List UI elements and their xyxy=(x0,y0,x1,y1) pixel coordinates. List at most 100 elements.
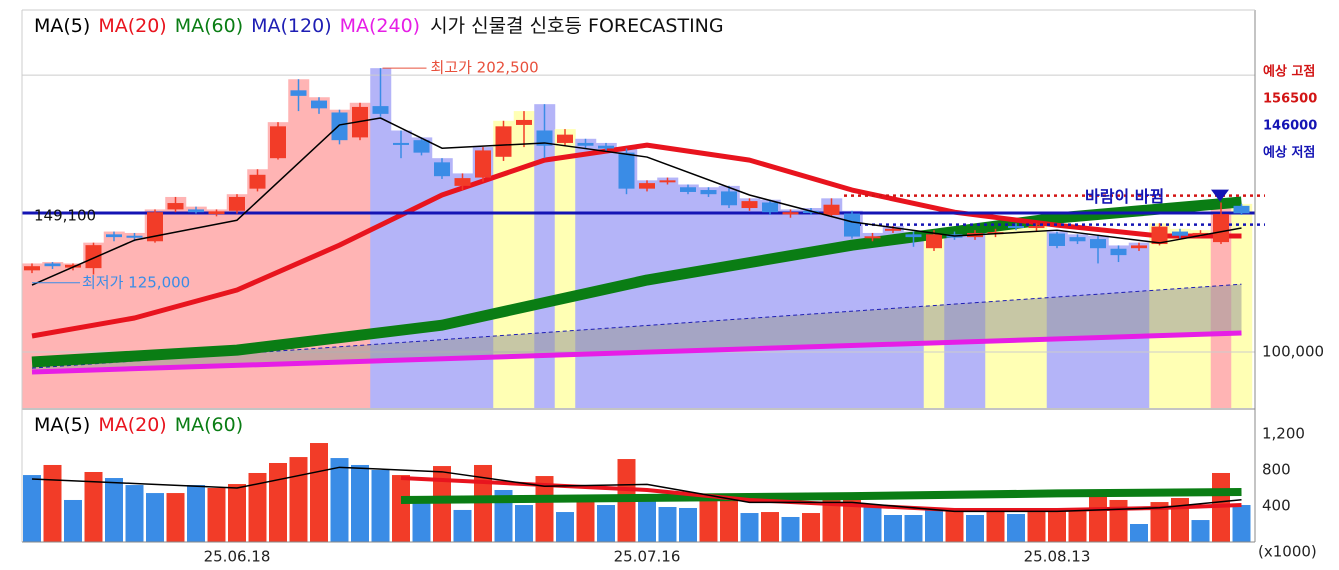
legend-item: MA(20) xyxy=(98,414,166,436)
candle-body xyxy=(1028,226,1045,229)
candle-body xyxy=(454,178,471,186)
volume-bar xyxy=(679,507,697,542)
low-annotation: 최저가 125,000 xyxy=(82,273,190,291)
signal-area xyxy=(247,169,269,408)
forecast-label: 146000 xyxy=(1263,119,1317,134)
candle-body xyxy=(393,142,409,145)
candle-body xyxy=(147,212,163,242)
last-label: 149,100 xyxy=(34,207,96,225)
candle-body xyxy=(577,142,594,146)
volume-bar xyxy=(761,512,779,542)
candle-body xyxy=(1069,237,1086,242)
candle-body xyxy=(311,100,327,109)
candle-body xyxy=(1213,214,1229,243)
candle-body xyxy=(188,209,204,213)
candle-body xyxy=(331,112,348,141)
volume-bar xyxy=(535,476,554,542)
volume-bar xyxy=(781,516,800,542)
volume-bar xyxy=(453,509,472,542)
candle-body xyxy=(1131,245,1147,249)
volume-bar xyxy=(23,475,41,542)
y-tick-label: 100,000 xyxy=(1262,343,1324,361)
legend-item: MA(20) xyxy=(98,15,166,37)
legend-item: MA(5) xyxy=(34,15,90,37)
candle-body xyxy=(618,152,635,189)
volume-bar xyxy=(1089,493,1107,542)
candle-body xyxy=(598,145,614,149)
candle-body xyxy=(372,106,389,114)
candle-body xyxy=(639,183,655,189)
x-tick-label: 25.06.18 xyxy=(204,548,271,566)
volume-bar xyxy=(740,513,759,542)
signal-area xyxy=(267,122,289,408)
signal-area xyxy=(677,184,699,408)
volume-bar xyxy=(1232,505,1251,542)
legend-item: MA(240) xyxy=(340,15,420,37)
volume-bar xyxy=(166,493,185,542)
signal-area xyxy=(226,194,248,408)
volume-bar xyxy=(638,497,656,542)
volume-bar xyxy=(1191,520,1210,542)
x-tick-label: 25.08.13 xyxy=(1024,548,1091,566)
candle-body xyxy=(126,235,143,238)
signal-area xyxy=(800,208,822,408)
candle-body xyxy=(844,213,860,237)
signal-area xyxy=(390,130,412,408)
volume-bar xyxy=(433,466,451,542)
forecast-label: 예상 고점 xyxy=(1263,64,1315,80)
signal-area xyxy=(739,198,761,408)
candle-body xyxy=(413,140,430,153)
volume-bar xyxy=(576,499,595,542)
ma-line xyxy=(31,117,1242,286)
candle-body xyxy=(926,234,942,249)
candle-body xyxy=(1233,205,1250,214)
volume-ma xyxy=(400,487,1242,504)
candle-body xyxy=(721,191,737,206)
volume-bar xyxy=(412,499,431,542)
volume-bar xyxy=(802,513,820,542)
signal-area xyxy=(185,206,207,408)
signal-area xyxy=(718,185,740,408)
ma-line xyxy=(31,330,1242,375)
candle-body xyxy=(229,196,245,211)
volume-bar xyxy=(351,464,369,542)
candle-body xyxy=(495,126,512,157)
candle-body xyxy=(249,174,266,189)
candle-body xyxy=(680,187,696,192)
candle-body xyxy=(106,234,122,238)
volume-bar xyxy=(966,515,984,542)
volume-bar xyxy=(228,484,246,542)
signal-area xyxy=(493,120,515,408)
signal-area xyxy=(841,210,863,408)
volume-bar xyxy=(1068,509,1087,542)
volume-bar xyxy=(699,499,718,542)
volume-bar xyxy=(863,506,882,542)
volume-bar xyxy=(84,471,103,542)
volume-bar xyxy=(720,494,738,542)
x-tick-label: 25.07.16 xyxy=(614,548,681,566)
candle-body xyxy=(782,212,799,215)
candle-body xyxy=(536,130,553,146)
signal-area xyxy=(452,173,474,408)
signal-area xyxy=(1231,203,1253,408)
legend-item: MA(5) xyxy=(34,414,90,436)
candle-body xyxy=(803,210,819,214)
candle-body xyxy=(1049,233,1065,246)
volume-bar xyxy=(925,508,943,542)
candle-body xyxy=(762,202,778,213)
signal-area xyxy=(575,138,597,409)
candle-body xyxy=(659,180,676,183)
candle-body xyxy=(1172,231,1188,236)
candle-body xyxy=(65,264,81,268)
volume-bar xyxy=(125,485,144,542)
volume-bar xyxy=(392,475,410,542)
volume-bar xyxy=(556,512,574,542)
candle-body xyxy=(864,236,881,239)
volume-bar xyxy=(105,478,123,542)
legend: MA(5) MA(20) MA(60) MA(120) MA(240) 시가 신물결 신호… xyxy=(34,15,724,37)
candle-body xyxy=(885,228,901,231)
signal-area xyxy=(206,209,228,408)
candle-body xyxy=(1192,232,1209,235)
unit-label: (x1000) xyxy=(1258,543,1317,561)
